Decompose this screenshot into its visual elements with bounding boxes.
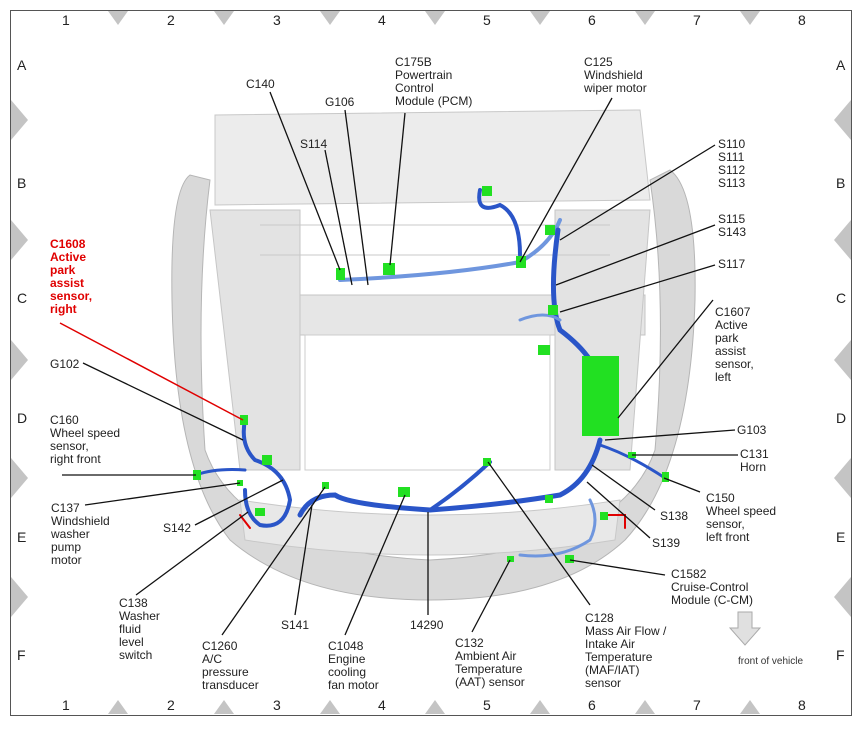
col-label-6: 6 bbox=[588, 12, 596, 28]
leader-lines bbox=[62, 91, 738, 636]
callout-c140: C140 bbox=[246, 77, 275, 91]
col-label-3: 3 bbox=[273, 12, 281, 28]
callout-c1048: C1048 Engine cooling fan motor bbox=[328, 639, 379, 692]
callout-g103: G103 bbox=[737, 423, 767, 437]
col-label-4-bottom: 4 bbox=[378, 697, 386, 713]
callout-s138: S138 bbox=[660, 509, 689, 523]
callout-s142: S142 bbox=[163, 521, 192, 535]
callout-c132: C132 Ambient Air Temperature (AAT) senso… bbox=[455, 636, 525, 689]
callout-c131: C131 Horn bbox=[740, 447, 769, 474]
callout-g106: G106 bbox=[325, 95, 355, 109]
row-label-d-right: D bbox=[836, 410, 847, 426]
row-label-b-right: B bbox=[836, 175, 846, 191]
front-of-vehicle-label: front of vehicle bbox=[738, 656, 804, 667]
col-label-8: 8 bbox=[798, 12, 806, 28]
row-label-d: D bbox=[17, 410, 28, 426]
col-label-2-bottom: 2 bbox=[167, 697, 175, 713]
col-label-2: 2 bbox=[167, 12, 175, 28]
row-label-e: E bbox=[17, 529, 27, 545]
callout-c137: C137 Windshield washer pump motor bbox=[51, 501, 110, 567]
diagram-frame bbox=[10, 10, 852, 716]
row-label-a-right: A bbox=[836, 57, 846, 73]
col-label-1-bottom: 1 bbox=[62, 697, 70, 713]
callout-s110-s113: S110 S111 S112 S113 bbox=[718, 137, 746, 190]
row-label-f-right: F bbox=[836, 647, 845, 663]
col-label-6-bottom: 6 bbox=[588, 697, 596, 713]
callout-c1582: C1582 Cruise-Control Module (C-CM) bbox=[671, 567, 754, 607]
col-label-5: 5 bbox=[483, 12, 491, 28]
row-label-a: A bbox=[17, 57, 27, 73]
callout-c128: C128 Mass Air Flow / Intake Air Temperat… bbox=[585, 611, 667, 690]
wiring-harness bbox=[194, 188, 667, 558]
col-label-5-bottom: 5 bbox=[483, 697, 491, 713]
callout-c150: C150 Wheel speed sensor, left front bbox=[706, 491, 777, 544]
row-label-e-right: E bbox=[836, 529, 846, 545]
callout-c160: C160 Wheel speed sensor, right front bbox=[50, 413, 121, 466]
callout-s139: S139 bbox=[652, 536, 681, 550]
callout-c125: C125 Windshield wiper motor bbox=[584, 55, 647, 95]
col-label-3-bottom: 3 bbox=[273, 697, 281, 713]
callout-c1608: C1608 Active park assist sensor, right bbox=[50, 237, 93, 316]
callout-c138: C138 Washer fluid level switch bbox=[119, 596, 160, 662]
row-label-c-right: C bbox=[836, 290, 847, 306]
callout-g102: G102 bbox=[50, 357, 80, 371]
col-label-1: 1 bbox=[62, 12, 70, 28]
callout-s114: S114 bbox=[300, 137, 328, 151]
col-label-7-bottom: 7 bbox=[693, 697, 701, 713]
callout-c175b: C175B Powertrain Control Module (PCM) bbox=[395, 55, 473, 108]
col-label-7: 7 bbox=[693, 12, 701, 28]
vehicle-body bbox=[171, 109, 696, 601]
front-arrow-icon bbox=[728, 611, 762, 646]
highlight-leader-line bbox=[59, 322, 244, 421]
callout-c1260: C1260 A/C pressure transducer bbox=[202, 639, 259, 692]
callout-s115-s143: S115 S143 bbox=[718, 212, 747, 239]
col-label-8-bottom: 8 bbox=[798, 697, 806, 713]
row-label-b: B bbox=[17, 175, 27, 191]
callout-s117: S117 bbox=[718, 257, 746, 271]
callout-c1607: C1607 Active park assist sensor, left bbox=[715, 305, 754, 384]
col-label-4: 4 bbox=[378, 12, 386, 28]
row-label-c: C bbox=[17, 290, 28, 306]
grid-markers bbox=[11, 11, 851, 714]
callout-s141: S141 bbox=[281, 618, 310, 632]
row-label-f: F bbox=[17, 647, 26, 663]
callout-14290: 14290 bbox=[410, 618, 444, 632]
connectors bbox=[193, 186, 669, 563]
